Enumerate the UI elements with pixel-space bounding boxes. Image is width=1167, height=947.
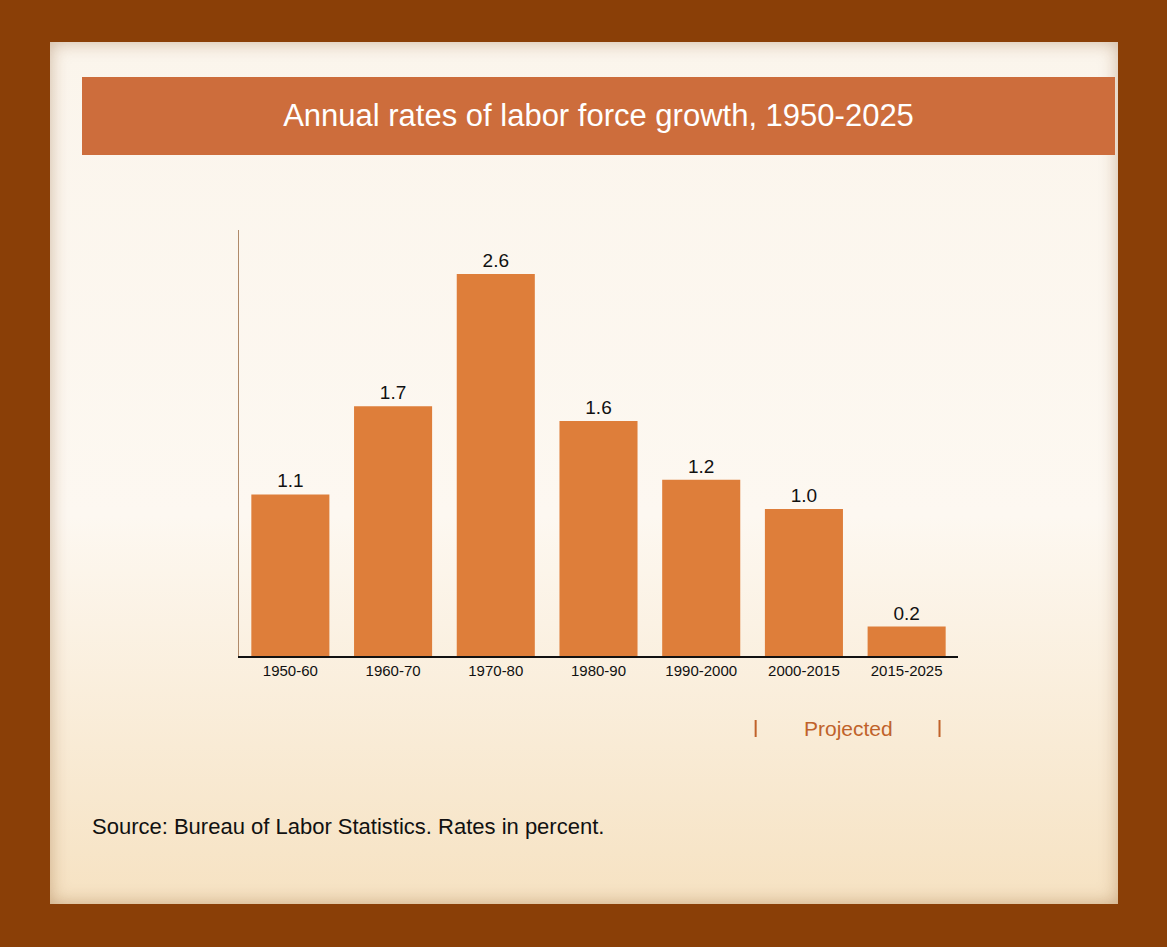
svg-text:1.7: 1.7 xyxy=(380,382,406,403)
svg-text:1.2: 1.2 xyxy=(688,456,714,477)
svg-text:2015-2025: 2015-2025 xyxy=(871,662,943,679)
svg-text:1950-60: 1950-60 xyxy=(263,662,318,679)
svg-text:1980-90: 1980-90 xyxy=(571,662,626,679)
svg-text:1990-2000: 1990-2000 xyxy=(665,662,737,679)
svg-text:2.6: 2.6 xyxy=(483,250,509,271)
svg-text:2000-2015: 2000-2015 xyxy=(768,662,840,679)
svg-text:0.2: 0.2 xyxy=(893,603,919,624)
svg-text:Projected: Projected xyxy=(804,717,893,740)
html-text:Annual rates of labor force gr: Annual rates of labor force growth, 1950… xyxy=(283,98,914,133)
svg-text:1.1: 1.1 xyxy=(277,470,303,491)
svg-text:1970-80: 1970-80 xyxy=(468,662,523,679)
svg-text:1.6: 1.6 xyxy=(585,397,611,418)
svg-text:1960-70: 1960-70 xyxy=(366,662,421,679)
svg-text:1.0: 1.0 xyxy=(791,485,817,506)
svg-text:Source: Bureau of Labor Statis: Source: Bureau of Labor Statistics. Rate… xyxy=(92,814,604,839)
